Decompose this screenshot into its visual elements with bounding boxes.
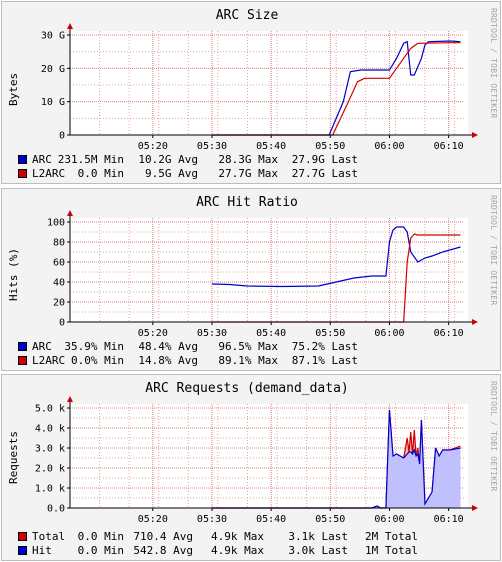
legend-avg-value: 14.8% Avg bbox=[138, 354, 198, 367]
x-tick-label: 06:00 bbox=[374, 514, 404, 525]
arc-hit-ratio-panel: ARC Hit Ratio Hits (%) RRDTOOL / TOBI OE… bbox=[1, 188, 501, 371]
legend-swatch bbox=[18, 155, 27, 164]
y-tick-label: 1.0 k bbox=[35, 484, 65, 495]
x-axis-arrow bbox=[472, 505, 478, 511]
chart-title: ARC Hit Ratio bbox=[196, 195, 298, 210]
legend-total-value: 1M Total bbox=[365, 544, 418, 557]
x-tick-label: 05:40 bbox=[256, 514, 286, 525]
legend-avg-value: 9.5G Avg bbox=[145, 167, 198, 180]
y-tick-label: 20 G bbox=[41, 64, 65, 75]
y-tick-label: 0 bbox=[59, 131, 65, 142]
legend-avg-value: 10.2G Avg bbox=[138, 153, 198, 166]
x-tick-label: 05:20 bbox=[138, 141, 168, 152]
y-tick-label: 80 bbox=[53, 238, 65, 249]
legend-min-value: 0.0 Min bbox=[77, 530, 124, 543]
arc-requests-panel: ARC Requests (demand_data) Requests RRDT… bbox=[1, 374, 501, 561]
y-tick-label: 40 bbox=[53, 278, 65, 289]
x-tick-label: 05:40 bbox=[256, 328, 286, 339]
legend-max-value: 4.9k Max bbox=[211, 544, 264, 557]
legend-series-name: L2ARC bbox=[32, 354, 66, 367]
legend-max-value: 96.5% Max bbox=[218, 340, 278, 353]
legend-last-value: 27.9G Last bbox=[291, 153, 358, 166]
legend-avg-value: 710.4 Avg bbox=[133, 530, 193, 543]
x-axis-arrow bbox=[472, 132, 478, 138]
legend-last-value: 87.1% Last bbox=[291, 354, 358, 367]
chart-title: ARC Requests (demand_data) bbox=[145, 381, 349, 396]
legend-max-value: 89.1% Max bbox=[218, 354, 278, 367]
legend-max-value: 28.3G Max bbox=[218, 153, 278, 166]
legend-last-value: 75.2% Last bbox=[291, 340, 358, 353]
x-tick-label: 06:10 bbox=[434, 141, 464, 152]
legend-series-name: Hit bbox=[32, 544, 52, 557]
legend-series-name: Total bbox=[32, 530, 66, 543]
y-tick-label: 5.0 k bbox=[35, 404, 65, 415]
y-axis-arrow bbox=[67, 396, 73, 402]
x-tick-label: 05:50 bbox=[315, 328, 345, 339]
legend-total-value: 2M Total bbox=[365, 530, 418, 543]
legend-last-value: 3.1k Last bbox=[288, 530, 348, 543]
x-tick-label: 05:20 bbox=[138, 514, 168, 525]
y-tick-label: 4.0 k bbox=[35, 424, 65, 435]
x-tick-label: 05:20 bbox=[138, 328, 168, 339]
series-line-arc bbox=[211, 226, 461, 288]
x-tick-label: 05:50 bbox=[315, 514, 345, 525]
y-tick-label: 10 G bbox=[41, 97, 65, 108]
series-area-hit bbox=[211, 410, 461, 508]
rrdtool-watermark: RRDTOOL / TOBI OETIKER bbox=[489, 8, 498, 119]
legend-min-value: 0.0 Min bbox=[77, 167, 124, 180]
legend-max-value: 27.7G Max bbox=[218, 167, 278, 180]
rrdtool-watermark: RRDTOOL / TOBI OETIKER bbox=[489, 195, 498, 306]
y-tick-label: 60 bbox=[53, 258, 65, 269]
legend-last-value: 27.7G Last bbox=[291, 167, 358, 180]
x-tick-label: 06:10 bbox=[434, 514, 464, 525]
series-line-l2arc bbox=[211, 233, 461, 323]
x-tick-label: 05:50 bbox=[315, 141, 345, 152]
y-tick-label: 0 bbox=[59, 318, 65, 329]
series-line-l2arc bbox=[211, 42, 461, 136]
x-tick-label: 05:30 bbox=[197, 514, 227, 525]
legend-swatch bbox=[18, 169, 27, 178]
x-tick-label: 06:10 bbox=[434, 328, 464, 339]
x-tick-label: 05:40 bbox=[256, 141, 286, 152]
legend-last-value: 3.0k Last bbox=[288, 544, 348, 557]
x-tick-label: 06:00 bbox=[374, 141, 404, 152]
legend-min-value: 231.5M Min bbox=[57, 153, 124, 166]
legend-swatch bbox=[18, 342, 27, 351]
legend-max-value: 4.9k Max bbox=[211, 530, 264, 543]
x-tick-label: 06:00 bbox=[374, 328, 404, 339]
y-tick-label: 3.0 k bbox=[35, 444, 65, 455]
arc-size-plot: 0 10 G 20 G 30 G 05:20 05:30 05:40 05:50 06:00 06… bbox=[41, 23, 478, 152]
legend-series-name: ARC bbox=[32, 340, 52, 353]
legend-min-value: 35.9% Min bbox=[64, 340, 124, 353]
arc-requests-plot: 0.0 1.0 k 2.0 k 3.0 k 4.0 k 5.0 k 05:20 05:30 05… bbox=[35, 396, 478, 525]
plot-background bbox=[70, 218, 468, 322]
legend-series-name: ARC bbox=[32, 153, 52, 166]
legend-swatch bbox=[18, 546, 27, 555]
legend-min-value: 0.0 Min bbox=[77, 544, 124, 557]
y-tick-label: 0.0 bbox=[47, 504, 65, 515]
y-axis-arrow bbox=[67, 210, 73, 216]
x-axis-arrow bbox=[472, 319, 478, 325]
rrdtool-watermark: RRDTOOL / TOBI OETIKER bbox=[489, 381, 498, 492]
legend-swatch bbox=[18, 356, 27, 365]
legend-swatch bbox=[18, 532, 27, 541]
y-tick-label: 20 bbox=[53, 298, 65, 309]
arc-hit-ratio-plot: 0 20 40 60 80 100 05:20 05:30 05:40 05:50 06:00 06:… bbox=[47, 210, 478, 339]
y-tick-label: 100 bbox=[47, 218, 65, 229]
legend-avg-value: 48.4% Avg bbox=[138, 340, 198, 353]
x-tick-label: 05:30 bbox=[197, 141, 227, 152]
x-tick-label: 05:30 bbox=[197, 328, 227, 339]
legend-min-value: 0.0% Min bbox=[71, 354, 124, 367]
legend-avg-value: 542.8 Avg bbox=[133, 544, 193, 557]
y-tick-label: 2.0 k bbox=[35, 464, 65, 475]
legend-series-name: L2ARC bbox=[32, 167, 66, 180]
y-axis-arrow bbox=[67, 23, 73, 29]
chart-title: ARC Size bbox=[215, 8, 279, 23]
y-tick-label: 30 G bbox=[41, 31, 65, 42]
